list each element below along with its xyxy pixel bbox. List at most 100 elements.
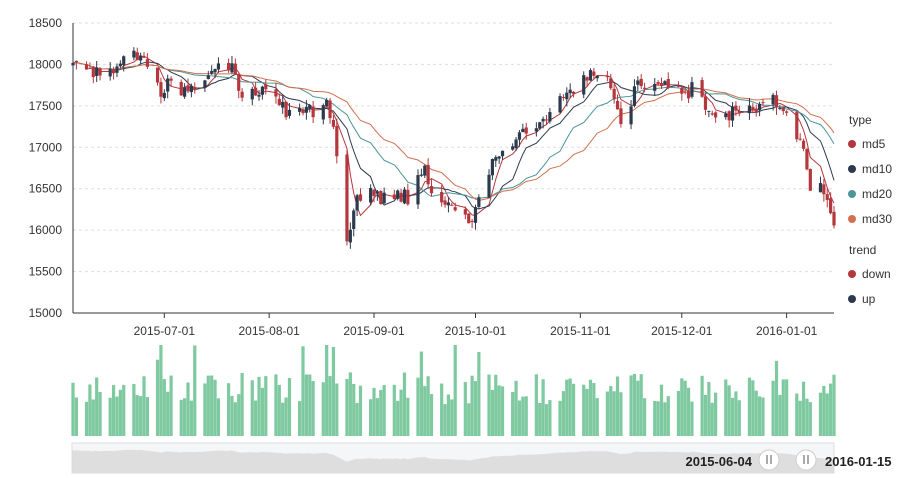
legend-item-md20[interactable]: md20 bbox=[848, 187, 892, 201]
volume-bar bbox=[825, 393, 829, 436]
candle bbox=[629, 100, 633, 130]
x-tick-label: 2015-08-01 bbox=[238, 324, 300, 338]
legend-item-up[interactable]: up bbox=[848, 292, 876, 306]
candle bbox=[183, 83, 187, 99]
svg-text:down: down bbox=[862, 267, 891, 281]
volume-bar bbox=[730, 397, 735, 436]
volume-bar bbox=[355, 402, 359, 436]
volume-bar bbox=[284, 397, 288, 436]
candle bbox=[287, 103, 292, 119]
candle bbox=[619, 101, 623, 128]
candle bbox=[761, 98, 765, 106]
candle bbox=[311, 100, 315, 124]
volume-bar bbox=[183, 398, 187, 436]
candle bbox=[406, 183, 410, 206]
candle bbox=[304, 100, 308, 120]
candle bbox=[822, 178, 826, 202]
volume-bar bbox=[663, 402, 667, 436]
zoom-start-handle[interactable] bbox=[758, 449, 780, 471]
candle bbox=[656, 80, 660, 87]
volume-bar bbox=[254, 400, 258, 436]
volume-bar bbox=[257, 376, 261, 436]
candle bbox=[524, 122, 528, 140]
candle bbox=[240, 88, 244, 102]
volume-bar bbox=[402, 372, 407, 436]
legend-item-md5[interactable]: md5 bbox=[848, 137, 886, 151]
volume-bar bbox=[88, 384, 92, 436]
candle bbox=[558, 93, 562, 114]
volume-bar bbox=[369, 399, 373, 436]
candle bbox=[801, 138, 806, 152]
volume-bar bbox=[605, 391, 609, 436]
volume-bar bbox=[487, 374, 491, 436]
volume-bar bbox=[683, 380, 687, 436]
volume-bar bbox=[308, 374, 312, 436]
candle bbox=[186, 78, 190, 94]
y-tick-label: 16000 bbox=[29, 223, 63, 237]
candle bbox=[203, 79, 207, 93]
moving-average-lines bbox=[72, 55, 835, 217]
volume-bar bbox=[538, 403, 542, 436]
volume-bar bbox=[237, 394, 241, 436]
volume-bar bbox=[213, 379, 217, 436]
volume-bar bbox=[534, 374, 538, 436]
volume-bar bbox=[595, 398, 599, 436]
volume-bar bbox=[304, 374, 308, 436]
candle bbox=[375, 189, 379, 201]
candle bbox=[145, 53, 150, 70]
volume-bar bbox=[166, 391, 170, 436]
volume-bar bbox=[399, 389, 403, 436]
candle bbox=[592, 67, 596, 79]
volume-bar bbox=[463, 382, 467, 436]
candle bbox=[477, 194, 481, 210]
y-tick-label: 17500 bbox=[29, 99, 63, 113]
legend-item-md10[interactable]: md10 bbox=[848, 162, 892, 176]
candle bbox=[159, 77, 163, 104]
candle bbox=[230, 55, 234, 74]
volume-bar bbox=[588, 379, 593, 436]
volume-bar bbox=[785, 379, 789, 436]
volume-bar bbox=[331, 346, 336, 436]
candle bbox=[561, 94, 566, 101]
volume-bar bbox=[727, 385, 731, 436]
legend-item-down[interactable]: down bbox=[848, 267, 891, 281]
volume-bar bbox=[328, 376, 332, 436]
candle bbox=[632, 79, 637, 108]
candle bbox=[612, 84, 616, 104]
volume-bar bbox=[446, 394, 451, 436]
volume-bar bbox=[311, 381, 315, 436]
volume-bar bbox=[500, 386, 505, 436]
volume-bar bbox=[568, 378, 572, 436]
volume-bar bbox=[653, 400, 657, 436]
candle bbox=[727, 110, 731, 128]
candle bbox=[189, 83, 193, 98]
candle bbox=[419, 168, 423, 177]
data-zoom-slider[interactable]: 2015-06-04 2016-01-15 bbox=[71, 442, 892, 474]
candle bbox=[108, 62, 112, 81]
candle bbox=[588, 68, 593, 81]
candle bbox=[382, 187, 386, 204]
candle bbox=[71, 58, 75, 73]
volume-bar bbox=[757, 396, 762, 436]
candle bbox=[348, 222, 352, 249]
volume-bar bbox=[724, 379, 728, 436]
legend-item-md30[interactable]: md30 bbox=[848, 212, 892, 226]
volume-bar bbox=[521, 396, 525, 436]
candle bbox=[774, 90, 779, 115]
volume-bar bbox=[703, 394, 708, 436]
candle bbox=[636, 76, 640, 92]
md30-line bbox=[72, 61, 835, 202]
candle bbox=[470, 218, 474, 229]
svg-text:md5: md5 bbox=[862, 137, 886, 151]
candle bbox=[829, 192, 833, 215]
volume-bar bbox=[298, 401, 302, 436]
volume-bar bbox=[372, 387, 376, 436]
candle bbox=[571, 91, 576, 98]
candle bbox=[396, 189, 400, 201]
zoom-end-handle[interactable] bbox=[795, 449, 817, 471]
x-tick-label: 2015-10-01 bbox=[445, 324, 507, 338]
candle bbox=[450, 202, 454, 206]
legend[interactable]: type md5 md10 md20 md30 trend down up bbox=[848, 113, 892, 306]
candle bbox=[605, 70, 609, 82]
volume-bar bbox=[565, 379, 569, 436]
